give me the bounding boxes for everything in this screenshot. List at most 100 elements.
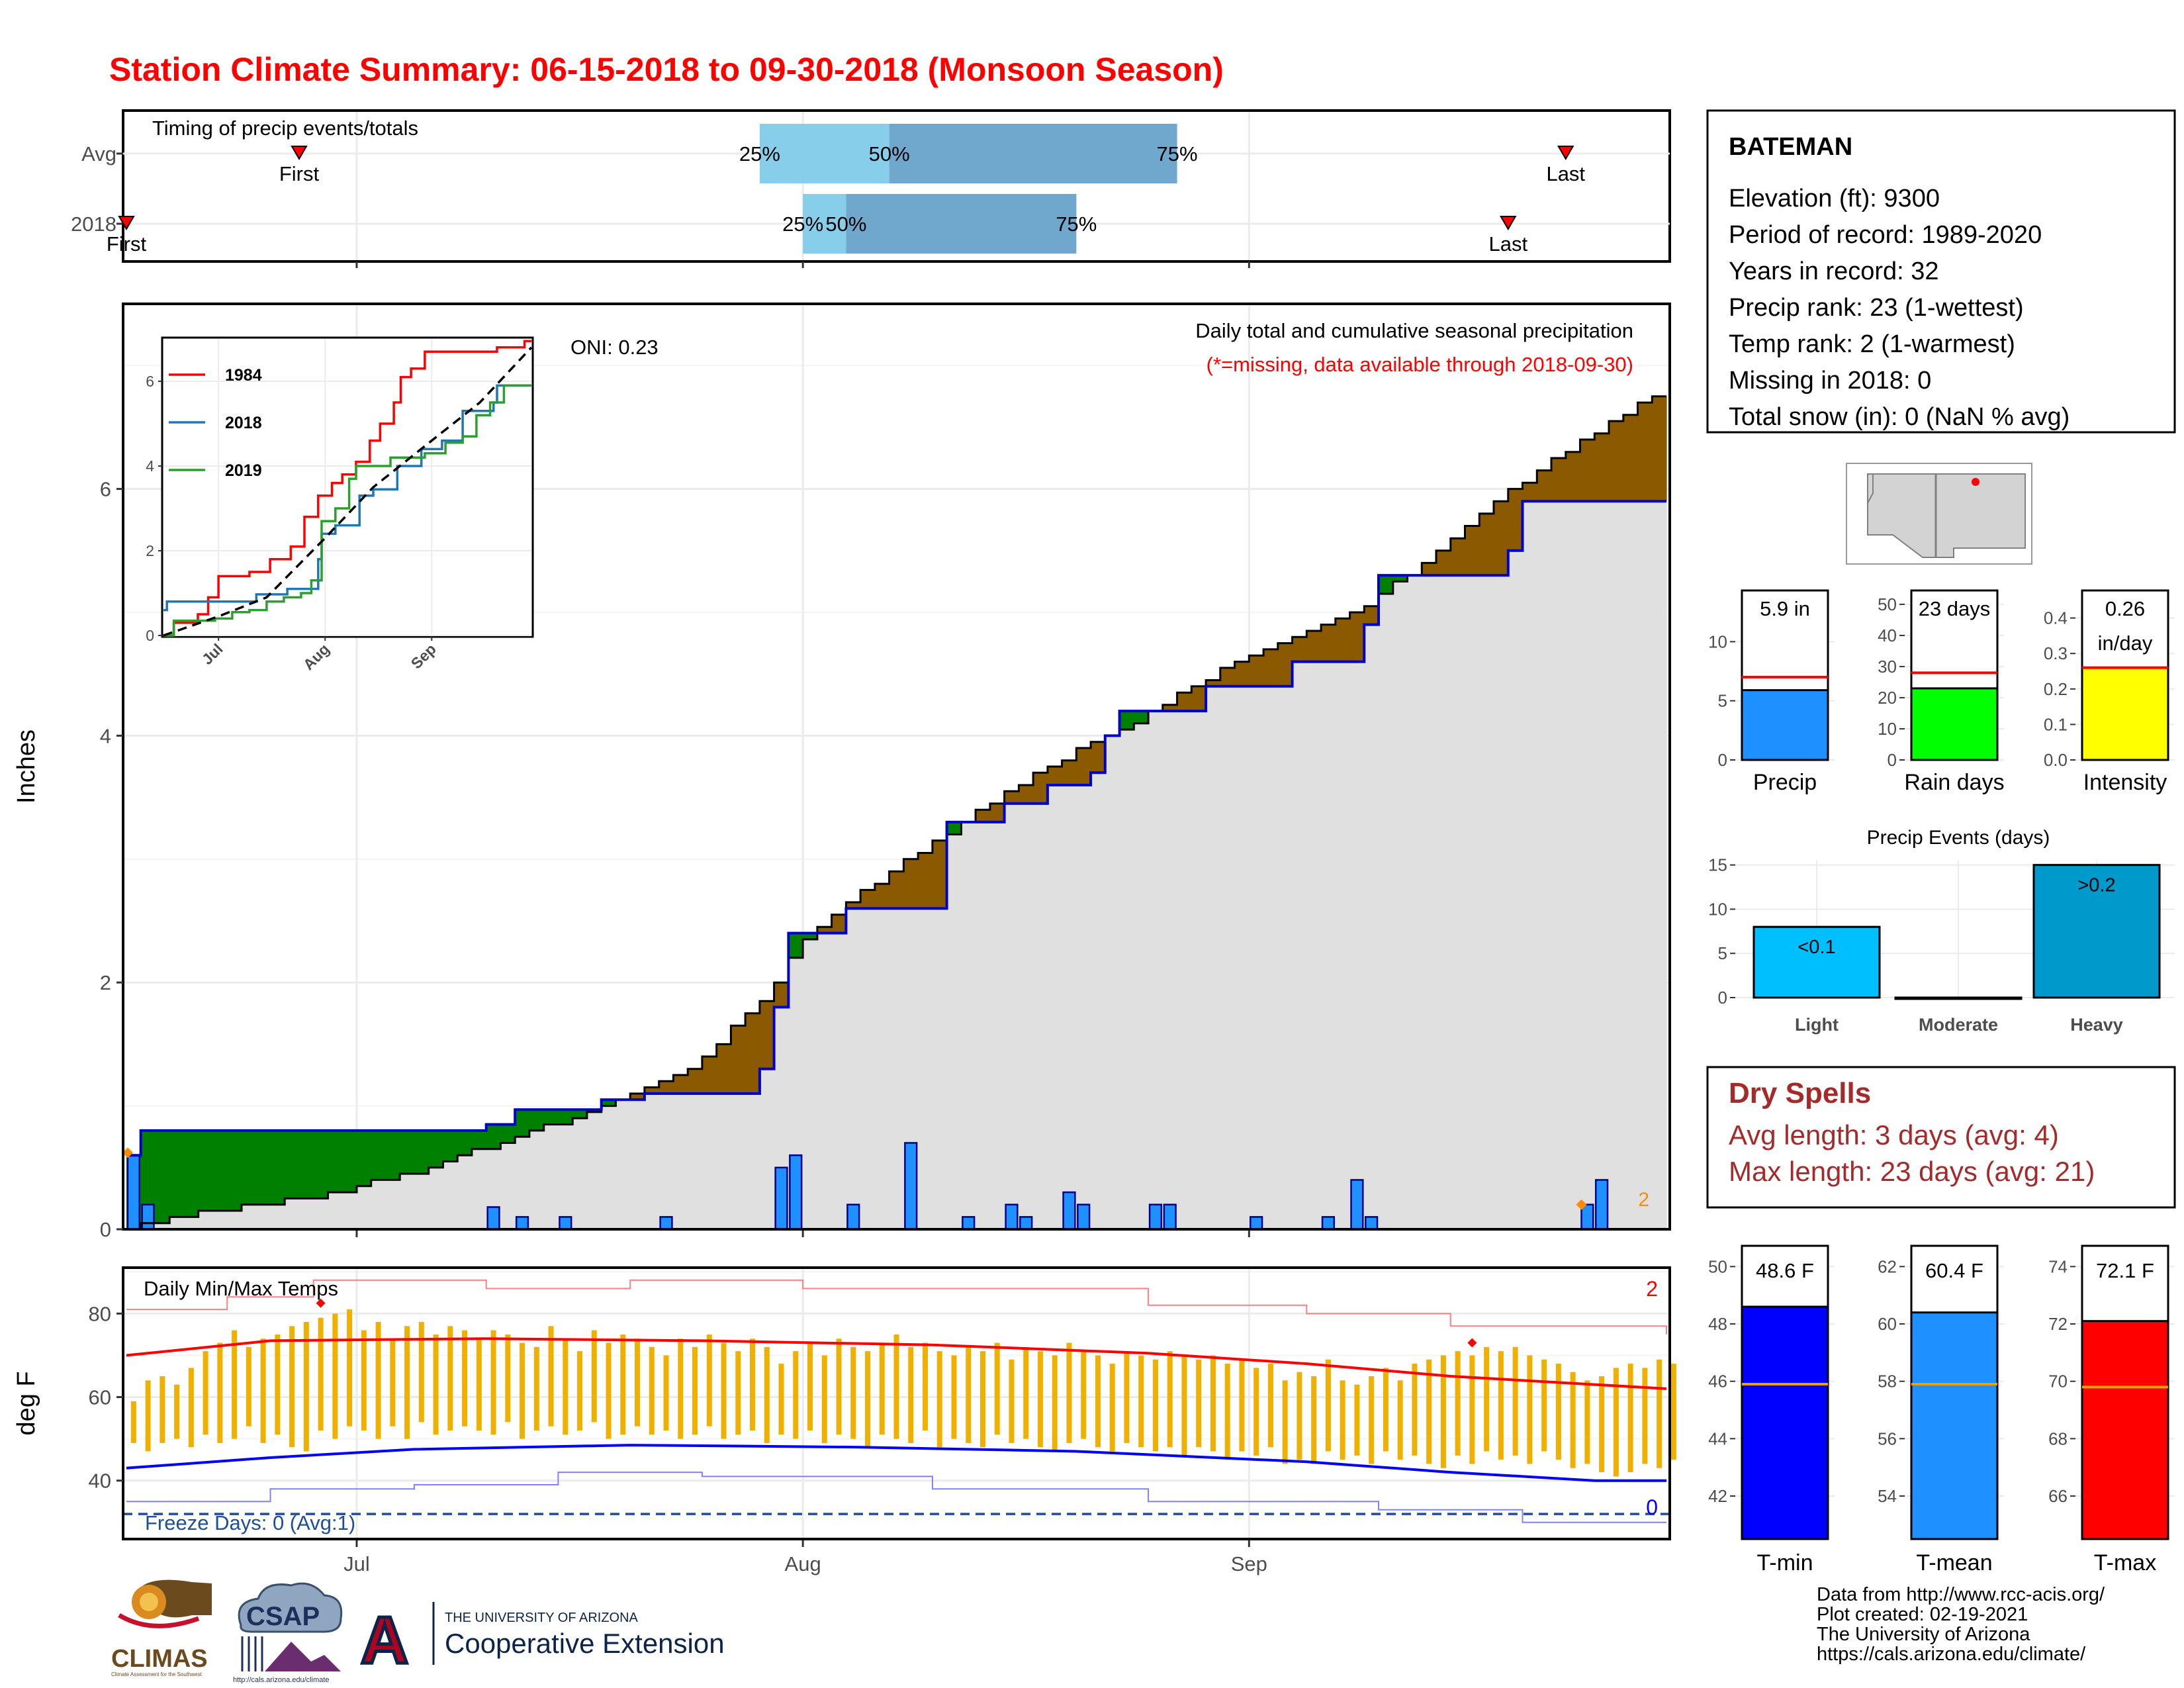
- daily-temp-range-bar: [505, 1334, 511, 1423]
- below-average-fill: [774, 982, 789, 1008]
- record-temp-marker: [1467, 1338, 1477, 1348]
- cumulative-area-day: [659, 1093, 674, 1229]
- below-average-fill: [1306, 630, 1322, 662]
- daily-temp-range-bar: [332, 1313, 338, 1439]
- below-average-fill: [1580, 440, 1595, 502]
- precip-panel-rain-days: 0 10 20 30 40 50 23 days Rain days: [1878, 583, 2005, 795]
- cumulative-area-day: [1349, 661, 1365, 1229]
- daily-temp-range-bar: [678, 1338, 684, 1439]
- daily-temp-range-bar: [1066, 1342, 1072, 1443]
- daily-precip-bar: [1580, 1203, 1594, 1231]
- below-average-fill: [630, 1093, 645, 1100]
- daily-precip-bar: [1077, 1203, 1091, 1231]
- cumulative-area-day: [285, 1198, 300, 1229]
- cumulative-area-day: [1206, 686, 1221, 1229]
- daily-temp-range-bar: [1124, 1351, 1130, 1443]
- daily-temp-range-bar: [361, 1330, 367, 1430]
- timing-percentile-label: 25%: [739, 142, 780, 165]
- cumulative-area-day: [615, 1100, 631, 1229]
- above-average-fill: [443, 1130, 458, 1162]
- below-average-fill: [1349, 612, 1365, 662]
- daily-temp-range-bar: [1397, 1380, 1403, 1460]
- precip-panel-bar-rain-days: [1910, 687, 1999, 761]
- cumulative-area-day: [889, 908, 904, 1229]
- below-average-fill: [1263, 649, 1279, 686]
- ua-logo-line1: THE UNIVERSITY OF ARIZONA: [445, 1611, 639, 1625]
- footer-credits: Data from http://www.rcc-acis.org/ Plot …: [1817, 1584, 2105, 1665]
- precip-ytick-label: 2: [100, 971, 111, 994]
- footer-line-url: https://cals.arizona.edu/climate/: [1817, 1644, 2086, 1665]
- daily-temp-range-bar: [1253, 1368, 1259, 1456]
- events-chart: 0 5 10 15 <0.1 Light Moderate >0.2 Heavy: [1708, 855, 2175, 1035]
- daily-temp-range-bar: [1599, 1376, 1605, 1473]
- below-average-fill: [846, 902, 861, 909]
- precip-panel-category-label: Precip: [1753, 770, 1817, 795]
- cumulative-area-day: [1292, 661, 1307, 1229]
- cumulative-area-day: [1119, 729, 1134, 1229]
- above-average-fill: [183, 1130, 199, 1217]
- oni-label: ONI: 0.23: [570, 336, 659, 359]
- above-average-fill: [601, 1100, 617, 1106]
- station-info-box: BATEMAN Elevation (ft): 9300 Period of r…: [1706, 109, 2176, 434]
- cumulative-area-day: [688, 1093, 703, 1229]
- daily-temp-range-bar: [1613, 1368, 1619, 1477]
- cumulative-precip-2018-line: [126, 500, 1666, 1157]
- precip-panel-value-label: in/day: [2098, 632, 2153, 655]
- timing-first-label: First: [107, 232, 147, 256]
- daily-temp-range-bar: [1527, 1355, 1533, 1464]
- precip-panel-rain-days-ytick-label: 50: [1878, 594, 1897, 614]
- temp-panel-t-min-ytick-label: 48: [1708, 1314, 1727, 1334]
- daily-temp-range-bar: [404, 1326, 410, 1439]
- cumulative-area-day: [1105, 735, 1120, 1229]
- above-average-fill: [500, 1124, 516, 1143]
- events-chart-ytick-label: 5: [1718, 943, 1727, 963]
- daily-temp-range-bar: [764, 1346, 770, 1443]
- daily-temp-range-bar: [735, 1351, 741, 1435]
- above-average-fill: [212, 1130, 228, 1211]
- daily-temp-range-bar: [1642, 1368, 1648, 1464]
- inset-ytick-label: 6: [146, 373, 154, 390]
- daily-temp-range-bar: [318, 1317, 324, 1430]
- above-average-fill: [298, 1130, 314, 1199]
- cumulative-area-day: [155, 1223, 170, 1229]
- cumulative-area-day: [471, 1149, 487, 1229]
- above-average-fill: [169, 1130, 185, 1217]
- cumulative-area-day: [313, 1198, 329, 1229]
- cumulative-area-day: [543, 1124, 559, 1229]
- temp-panel-category-label: T-mean: [1916, 1550, 1992, 1575]
- daily-temp-range-bar: [836, 1338, 842, 1435]
- daily-temp-range-bar: [966, 1346, 972, 1443]
- daily-temp-range-bar: [1109, 1364, 1115, 1452]
- cumulative-area-day: [817, 933, 833, 1229]
- temps-ytick-label: 40: [89, 1470, 111, 1493]
- daily-precip-bar: [1005, 1203, 1019, 1231]
- freeze-days-label: Freeze Days: 0 (Avg:1): [145, 1511, 355, 1534]
- daily-temp-range-bar: [289, 1326, 295, 1448]
- station-line-years: Years in record: 32: [1729, 258, 1939, 285]
- temp-panel-t-min-ytick-label: 46: [1708, 1372, 1727, 1391]
- precip-panel-rain-days-ytick-label: 40: [1878, 626, 1897, 645]
- timing-percentile-label: 75%: [1157, 142, 1198, 165]
- below-average-fill: [1422, 563, 1437, 576]
- daily-temp-range-bar: [1152, 1359, 1158, 1452]
- daily-temp-range-bar: [1426, 1359, 1432, 1464]
- inset-series-2018: [163, 384, 531, 612]
- cumulative-area-day: [1537, 501, 1552, 1229]
- daily-temp-range-bar: [203, 1351, 208, 1435]
- month-label-sep: Sep: [1231, 1552, 1267, 1575]
- daily-temp-range-bar: [850, 1346, 856, 1439]
- below-average-fill: [1594, 433, 1610, 502]
- timing-chart: Timing of precip events/totals Avg 25% 50%…: [71, 109, 1671, 268]
- daily-temp-range-bar: [1412, 1364, 1418, 1456]
- precip-ytick-label: 4: [100, 724, 111, 747]
- cumulative-area-day: [644, 1093, 660, 1229]
- cumulative-area-day: [183, 1217, 199, 1229]
- daily-temp-range-bar: [1196, 1359, 1202, 1448]
- cumulative-area-day: [1407, 575, 1422, 1229]
- below-average-fill: [1292, 637, 1307, 662]
- temp-panel-t-max-ytick-label: 70: [2048, 1372, 2068, 1391]
- precip-panel-precip-ytick-label: 0: [1718, 750, 1727, 770]
- below-average-fill: [716, 1044, 732, 1094]
- cumulative-area-day: [745, 1093, 760, 1229]
- precip-panel-precip-ytick-label: 10: [1708, 632, 1727, 651]
